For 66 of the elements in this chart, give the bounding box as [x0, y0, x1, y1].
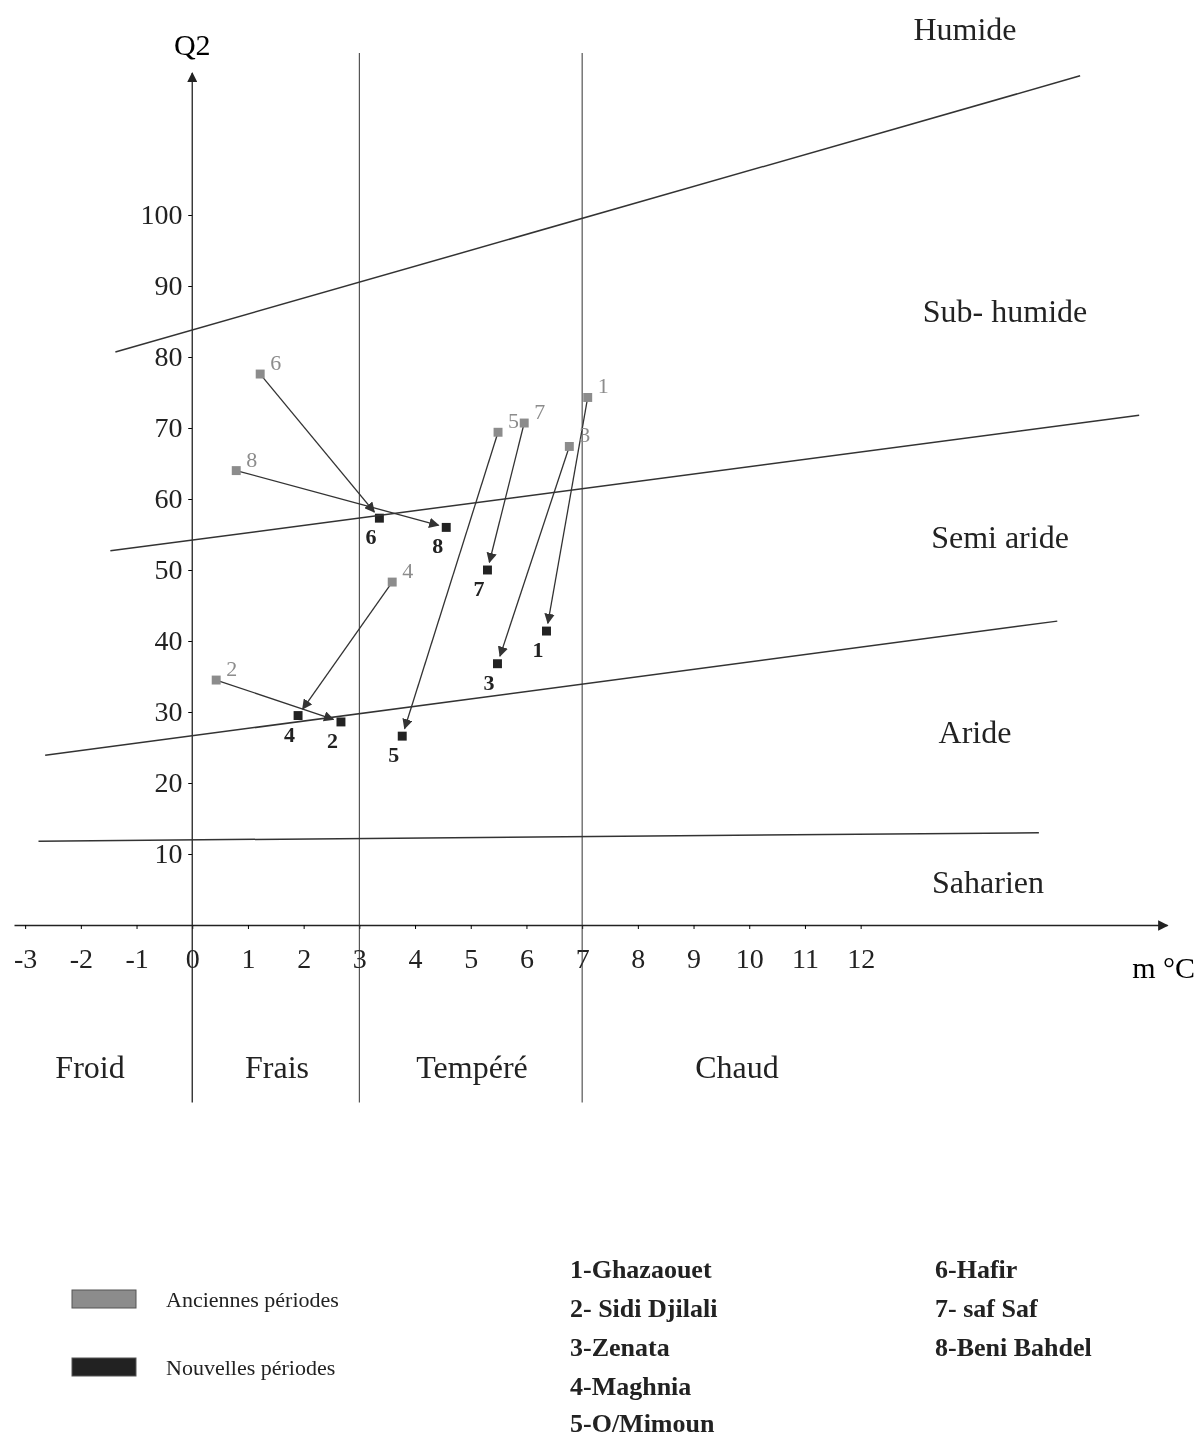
text: 7- saf Saf	[935, 1294, 1038, 1323]
x-tick-label: -3	[13, 943, 38, 975]
annotation: Chaud	[695, 1049, 779, 1085]
y-tick-label: 80	[154, 341, 183, 373]
legend-label: Anciennes périodes	[166, 1287, 339, 1312]
point	[293, 711, 303, 721]
annotation: 3	[483, 669, 495, 695]
annotation: 6	[365, 524, 377, 550]
annotation: 5	[508, 408, 520, 434]
x-tick-label: 12	[847, 943, 876, 975]
x-tick-label: 9	[687, 943, 702, 975]
text: 1-Ghazaouet	[570, 1255, 712, 1284]
text: 4-Maghnia	[570, 1372, 692, 1401]
text: Humide	[913, 11, 1017, 47]
x-axis-title: m °C	[1132, 951, 1195, 984]
annotation: 1	[532, 637, 544, 663]
annotation: Aride	[938, 714, 1012, 750]
text: 5-O/Mimoun	[570, 1409, 715, 1438]
annotation: 7	[534, 399, 546, 425]
annotation: 4	[284, 721, 296, 747]
text: 3-Zenata	[570, 1333, 670, 1362]
annotation: 2	[326, 727, 338, 753]
y-tick-label: 100	[140, 199, 183, 231]
y-tick-label: 40	[154, 625, 183, 657]
x-tick-label: -1	[125, 943, 149, 975]
y-tick-label: 60	[154, 483, 183, 515]
annotation: Frais	[245, 1049, 309, 1085]
annotation: 1	[597, 373, 609, 399]
x-tick-label: 5	[464, 943, 479, 975]
text: 8-Beni Bahdel	[935, 1333, 1092, 1362]
x-tick-label: 6	[519, 943, 534, 975]
y-axis-title: Q2	[173, 28, 211, 61]
point	[336, 717, 346, 727]
x-tick-label: 10	[735, 943, 764, 975]
text: 2- Sidi Djilali	[570, 1294, 718, 1323]
y-tick-label: 70	[154, 412, 183, 444]
point	[255, 369, 265, 379]
y-tick-label: 10	[154, 838, 183, 870]
annotation: 4	[402, 558, 414, 584]
annotation: 8	[246, 446, 258, 472]
x-tick-label: 2	[297, 943, 312, 975]
x-tick-label: 11	[791, 943, 819, 975]
annotation: 7	[473, 576, 485, 601]
y-tick-label: 90	[154, 270, 183, 302]
annotation: 5	[388, 742, 400, 768]
legend-label: Nouvelles périodes	[166, 1355, 336, 1380]
annotation: Semi aride	[931, 519, 1069, 555]
y-tick-label: 20	[154, 767, 183, 799]
annotation: Saharien	[932, 864, 1044, 900]
x-tick-label: -2	[69, 943, 93, 975]
annotation: 6	[270, 350, 282, 376]
annotation: 8	[432, 533, 444, 559]
x-tick-label: 8	[631, 943, 646, 975]
y-tick-label: 50	[154, 554, 183, 586]
annotation: Froid	[55, 1049, 125, 1085]
annotation: Sub- humide	[922, 293, 1088, 329]
x-tick-label: 4	[408, 943, 423, 975]
text: 6-Hafir	[935, 1255, 1018, 1284]
y-tick-label: 30	[154, 696, 183, 728]
point	[397, 731, 407, 741]
x-tick-label: 1	[241, 943, 256, 975]
point	[387, 577, 397, 587]
point	[519, 418, 529, 428]
point	[211, 675, 221, 685]
annotation: 2	[226, 656, 238, 682]
annotation: Tempéré	[416, 1049, 528, 1085]
